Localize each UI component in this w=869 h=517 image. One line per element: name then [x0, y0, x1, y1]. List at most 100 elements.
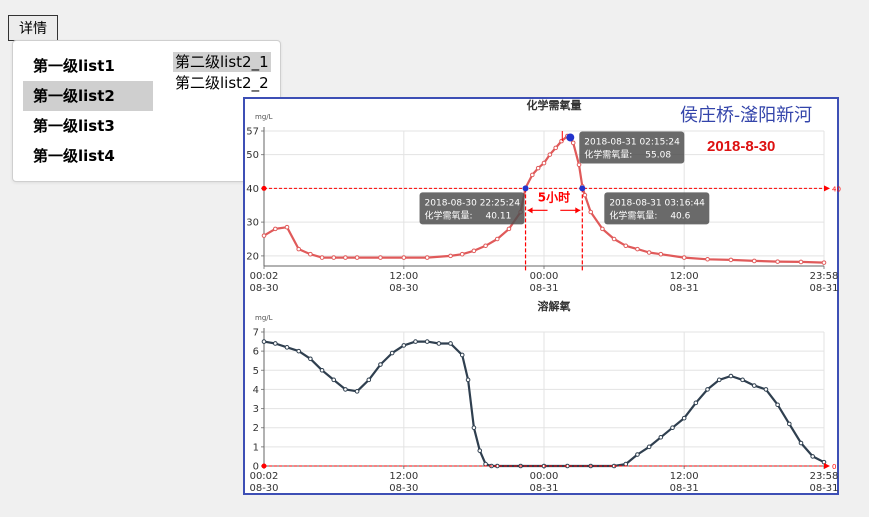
y-tick-label: 7: [253, 328, 259, 339]
series-point: [658, 434, 664, 440]
y-tick-label: 6: [253, 347, 259, 358]
series-point: [530, 172, 535, 178]
series-point: [798, 440, 804, 446]
series-point: [751, 258, 757, 264]
series-point: [354, 255, 360, 260]
x-tick-time: 12:00: [389, 271, 418, 282]
series-point: [693, 400, 699, 406]
chart-canvas: 侯庄桥-滏阳新河 2018-8-30 化学需氧量mg/L203040505700…: [246, 99, 841, 494]
threshold-arrow: [824, 463, 830, 469]
x-tick-date: 08-31: [670, 283, 699, 294]
series-point: [623, 243, 629, 249]
station-name: 侯庄桥-滏阳新河: [680, 105, 812, 126]
series-point: [506, 226, 512, 232]
y-tick-label: 0: [253, 462, 259, 473]
y-tick-label: 4: [253, 385, 259, 396]
x-tick-time: 12:00: [670, 471, 699, 482]
x-tick-date: 08-31: [529, 283, 558, 294]
series-point: [623, 461, 629, 467]
series-point: [471, 248, 477, 254]
series-point: [798, 259, 804, 265]
x-tick-time: 00:02: [250, 471, 279, 482]
x-tick-date: 08-31: [809, 283, 838, 294]
x-tick-time: 00:00: [530, 271, 559, 282]
series-point: [389, 350, 395, 356]
series-point: [535, 165, 541, 171]
series-point: [273, 341, 278, 346]
tooltip-time: 2018-08-31 02:15:24: [584, 137, 680, 147]
series-point: [319, 255, 325, 260]
y-tick-label: 40: [246, 184, 259, 195]
series-point: [401, 343, 407, 348]
threshold-start-marker: [261, 185, 267, 191]
series-point: [483, 243, 488, 249]
menu-level2-item-2[interactable]: 第二级list2_2: [175, 74, 269, 92]
x-tick-date: 08-30: [389, 283, 418, 294]
series-point: [424, 339, 430, 344]
y-axis-unit: mg/L: [255, 314, 273, 322]
menu-level1-item-1[interactable]: 第一级list1: [33, 57, 115, 75]
series-point: [611, 236, 617, 242]
tooltip-label: 化学需氧量:: [609, 209, 657, 221]
series-point: [646, 250, 652, 255]
threshold-arrow: [824, 185, 830, 192]
y-tick-label: 5: [253, 366, 259, 377]
menu-level1-item-4[interactable]: 第一级list4: [33, 147, 115, 165]
series-point: [378, 255, 383, 260]
menu-level1-item-2[interactable]: 第一级list2: [23, 81, 153, 111]
series-point: [494, 236, 500, 242]
chart-title: 溶解氧: [538, 299, 571, 313]
duration-label: 5小时: [538, 189, 570, 204]
series-point: [261, 339, 267, 344]
series-point: [705, 256, 710, 262]
y-tick-label: 3: [253, 404, 259, 415]
series-point: [728, 373, 734, 379]
duration-arrowhead-right: [575, 207, 581, 214]
series-point: [343, 255, 348, 260]
menu-level1-item-3[interactable]: 第一级list3: [33, 117, 115, 135]
series-point: [582, 192, 588, 198]
series-point: [401, 255, 407, 260]
series-point: [366, 377, 372, 383]
series-point: [646, 444, 652, 450]
threshold-label: 0: [832, 463, 836, 471]
series-point: [413, 339, 418, 344]
x-tick-date: 08-30: [249, 283, 278, 294]
x-tick-time: 23:58: [810, 271, 839, 282]
tooltip-time: 2018-08-31 03:16:44: [609, 198, 705, 208]
series-point: [740, 377, 745, 383]
tooltip-value: 55.08: [645, 150, 671, 160]
x-tick-time: 00:02: [250, 271, 279, 282]
series-point: [284, 224, 290, 230]
series-point: [459, 352, 465, 358]
series-point: [343, 387, 348, 392]
series-line: [263, 135, 825, 264]
series-point: [448, 341, 453, 346]
menu-level2-item-1[interactable]: 第二级list2_1: [173, 52, 271, 72]
y-tick-label: 20: [246, 251, 259, 262]
series-point: [570, 140, 576, 146]
cascade-menu: 第一级list1 第一级list2 第一级list3 第一级list4 第二级l…: [12, 40, 281, 182]
x-tick-time: 23:58: [810, 471, 839, 482]
series-point: [331, 255, 337, 260]
water-quality-chart-card: 侯庄桥-滏阳新河 2018-8-30 化学需氧量 mg/L 20 30 40 50 57 00…: [243, 97, 841, 495]
series-point: [331, 377, 337, 383]
series-point: [354, 389, 360, 394]
series-point: [308, 251, 313, 257]
x-tick-date: 08-31: [809, 483, 838, 494]
series-point: [308, 356, 313, 362]
duration-arrowhead-left: [527, 207, 533, 214]
chart-title: 化学需氧量: [527, 99, 582, 112]
series-point: [296, 348, 301, 354]
series-point: [705, 387, 710, 392]
series-point: [547, 152, 553, 157]
series-point: [681, 255, 687, 260]
y-tick-label: 50: [246, 150, 259, 161]
details-button[interactable]: 详情: [8, 15, 58, 41]
series-point: [319, 367, 325, 373]
series-point: [576, 162, 582, 168]
x-tick-date: 08-31: [670, 483, 699, 494]
series-point: [716, 377, 722, 383]
series-point: [681, 415, 687, 421]
peak-marker: [566, 133, 575, 142]
